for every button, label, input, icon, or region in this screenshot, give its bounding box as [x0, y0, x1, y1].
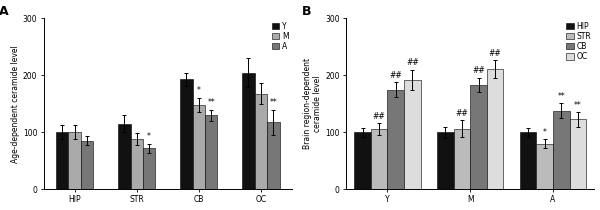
- Bar: [437, 132, 454, 189]
- Bar: [131, 139, 143, 189]
- Text: *: *: [197, 86, 201, 95]
- Bar: [454, 129, 470, 189]
- Text: ##: ##: [373, 112, 386, 121]
- Text: *: *: [147, 132, 151, 141]
- Bar: [193, 105, 205, 189]
- Legend: HIP, STR, CB, OC: HIP, STR, CB, OC: [565, 20, 593, 63]
- Bar: [68, 132, 81, 189]
- Bar: [254, 94, 267, 189]
- Text: ##: ##: [389, 71, 402, 80]
- Y-axis label: Age-dependent ceramide level: Age-dependent ceramide level: [11, 45, 20, 163]
- Bar: [267, 122, 280, 189]
- Bar: [371, 129, 388, 189]
- Text: ##: ##: [489, 49, 502, 58]
- Text: *: *: [543, 128, 547, 137]
- Bar: [388, 90, 404, 189]
- Bar: [520, 132, 536, 189]
- Text: A: A: [0, 5, 8, 18]
- Bar: [536, 144, 553, 189]
- Text: **: **: [269, 98, 277, 107]
- Text: **: **: [557, 92, 565, 101]
- Text: B: B: [301, 5, 311, 18]
- Bar: [487, 69, 503, 189]
- Text: ##: ##: [455, 109, 469, 118]
- Bar: [553, 111, 569, 189]
- Bar: [569, 119, 586, 189]
- Bar: [81, 141, 93, 189]
- Text: **: **: [208, 98, 215, 107]
- Bar: [355, 132, 371, 189]
- Text: **: **: [574, 101, 582, 110]
- Bar: [143, 148, 155, 189]
- Text: ##: ##: [406, 58, 419, 67]
- Y-axis label: Brain region-dependent
ceramide level: Brain region-dependent ceramide level: [303, 58, 322, 149]
- Bar: [56, 132, 68, 189]
- Text: ##: ##: [472, 66, 485, 75]
- Bar: [404, 80, 421, 189]
- Bar: [205, 115, 217, 189]
- Bar: [118, 124, 131, 189]
- Bar: [470, 85, 487, 189]
- Bar: [180, 79, 193, 189]
- Legend: Y, M, A: Y, M, A: [270, 20, 290, 52]
- Bar: [242, 72, 254, 189]
